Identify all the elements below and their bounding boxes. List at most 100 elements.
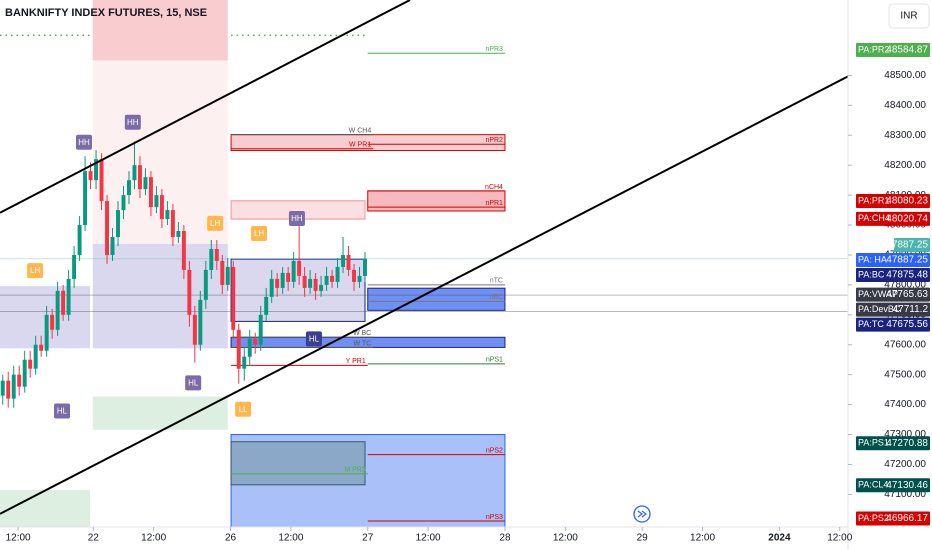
y-tick-label: 48300.00 [884,130,926,141]
zone [92,0,228,61]
x-tick-label: 26 [225,533,237,544]
candle-body [116,210,120,238]
candle-body [28,359,33,369]
badge-name: PA:PR1 [858,195,889,205]
pattern-label: HL [309,334,320,343]
badge-value: 47887.25 [886,240,928,251]
badge-value: 47675.56 [886,319,928,330]
pattern-badge [207,215,224,231]
badge-value: 47887.25 [886,255,928,266]
candle-body [258,314,263,345]
badge-value: 48020.74 [886,213,928,224]
candle-body [127,180,131,196]
candle-body [94,159,99,181]
candle-body [165,210,170,220]
x-tick-label: 12:00 [416,533,441,544]
currency-label[interactable]: INR [900,11,917,22]
pattern-badge [27,263,44,279]
level-label: Y PR1 [346,358,366,365]
candle-body [22,359,27,387]
pattern-badge [185,375,202,391]
y-tick-label: 48500.00 [884,70,926,81]
candle-body [330,275,335,282]
candle-body [264,296,269,315]
badge-value: 46966.17 [886,513,928,524]
candle-body [319,284,324,291]
candle-body [44,314,49,351]
pattern-badge [124,114,141,130]
level-label: W TC [353,340,371,347]
level-label: nPS1 [486,357,503,364]
candle-body [203,269,208,300]
badge-value: 48080.23 [886,196,928,207]
chart-title: BANKNIFTY INDEX FUTURES, 15, NSE [5,7,207,19]
candle-body [148,177,153,208]
badge-value: 48584.87 [886,45,928,56]
candle-body [0,380,5,396]
x-tick-label: 12:00 [278,533,303,544]
price-badge [856,252,930,267]
level-label: nTC [490,278,503,285]
candle-body [77,225,82,255]
price-badge [856,478,930,493]
candle-body [105,201,110,255]
candle-body [99,159,104,202]
candle-body [170,210,175,238]
pattern-label: HL [57,407,68,416]
candle-body [83,171,88,226]
pattern-label: HL [188,378,199,387]
candle-body [242,356,247,369]
candle-body [154,195,159,208]
x-tick-label: 12:00 [690,533,715,544]
pattern-label: HH [291,214,303,223]
badge-value: 47765.63 [886,289,928,300]
price-badge [856,267,930,282]
candle-body [66,278,71,315]
candle-body [253,338,258,345]
candle-body [137,165,142,190]
y-tick-label: 47200.00 [884,459,926,470]
candle-body [324,275,329,285]
x-tick-label: 12:00 [141,533,166,544]
pattern-badge [251,226,268,242]
price-badge [856,43,930,58]
badge-value: 47875.48 [886,270,928,281]
badge-name: PA:VWAP [858,289,898,299]
pattern-badge [75,134,92,150]
zone [0,489,91,527]
pattern-badge [54,403,71,419]
pattern-label: LH [210,219,220,228]
candle-body [269,278,274,297]
plot-area: nPR3 W CH4 W PR1 nPR2 nCH4 nPR1 nTC nBC W BC W TC… [0,0,848,527]
badge-value: 47711.2 [893,304,929,315]
candle-body [231,266,236,330]
x-tick-label: 12:00 [827,533,852,544]
zone [92,396,228,430]
candle-body [297,260,302,276]
candle-body [132,165,137,181]
level-label: nBC [489,294,503,301]
badge-name: PA:TC [858,319,884,329]
badge-name: PA:CH4 [858,213,890,223]
candle-body [159,195,164,220]
candle-body [346,254,351,270]
pattern-badge [305,331,322,347]
badge-name: PA:DevBC [858,304,901,314]
currency-button[interactable] [888,3,930,29]
x-tick-label: 2024 [768,533,791,544]
y-tick-label: 48200.00 [884,160,926,171]
price-badge [856,211,930,226]
candle-body [11,374,16,399]
trend-line [0,0,411,214]
price-badge [856,287,930,302]
price-badge [856,511,930,526]
candle-body [363,258,367,276]
pattern-label: LH [30,266,40,275]
candle-body [247,338,252,357]
badge-name: PA:CL4 [858,480,888,490]
zone [367,190,506,212]
badge-name: PA:PS1 [858,438,889,448]
candle-body [143,177,148,190]
candle-body [50,314,55,330]
